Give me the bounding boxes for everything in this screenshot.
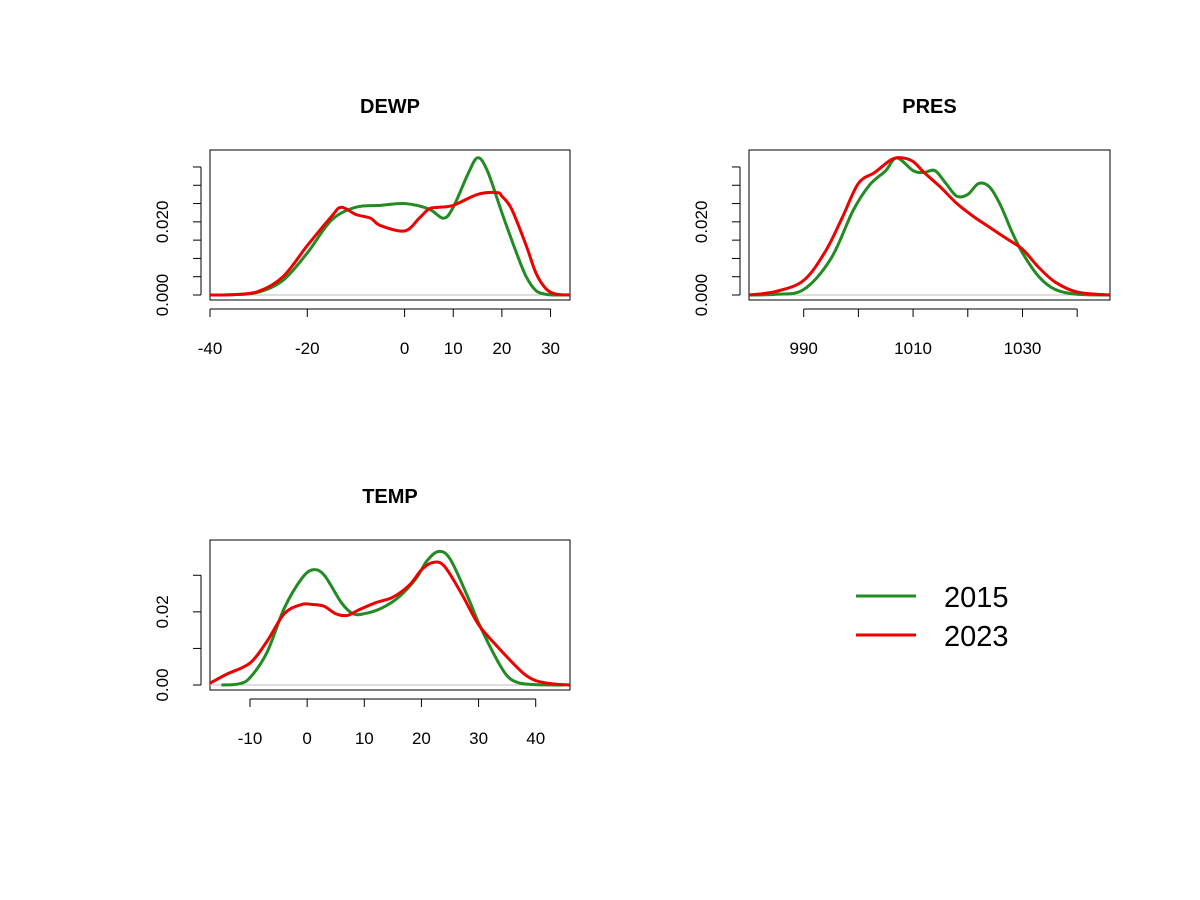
density-line-2015 <box>221 549 565 687</box>
x-tick-label: 20 <box>412 729 431 748</box>
panel-temp: TEMP -10 0 10 20 30 40 0.00 0.02 <box>153 486 571 748</box>
density-line-2023 <box>210 560 570 687</box>
panel-title: DEWP <box>360 96 420 118</box>
legend-label-2023: 2023 <box>944 621 1009 653</box>
density-line-2015 <box>210 156 570 297</box>
legend: 2015 2023 <box>856 582 1009 653</box>
legend-label-2015: 2015 <box>944 582 1009 614</box>
x-tick-label: 990 <box>790 339 818 358</box>
plot-frame <box>209 149 571 301</box>
density-line-2015 <box>749 156 1110 297</box>
panel-title: TEMP <box>362 486 418 508</box>
x-tick-label: 10 <box>355 729 374 748</box>
y-tick-label: 0.000 <box>692 274 711 317</box>
x-tick-label: 1010 <box>894 339 932 358</box>
y-tick-label: 0.00 <box>153 668 172 701</box>
x-tick-label: 1030 <box>1004 339 1042 358</box>
x-tick-label: 0 <box>302 729 311 748</box>
x-tick-label: 40 <box>526 729 545 748</box>
x-tick-label: 20 <box>492 339 511 358</box>
panel-pres: PRES 990 1010 1030 0.000 0.020 <box>692 96 1111 358</box>
y-tick-label: 0.020 <box>153 201 172 244</box>
density-line-2023 <box>210 190 570 297</box>
density-line-2023 <box>749 156 1110 297</box>
panel-title: PRES <box>902 96 956 118</box>
x-tick-label: 30 <box>469 729 488 748</box>
plot-frame <box>748 149 1111 301</box>
x-tick-label: -10 <box>238 729 263 748</box>
x-tick-label: 0 <box>400 339 409 358</box>
y-tick-label: 0.000 <box>153 274 172 317</box>
panel-dewp: DEWP -40 -20 0 10 20 30 0.000 0.020 <box>153 96 571 358</box>
x-tick-label: 30 <box>541 339 560 358</box>
x-tick-label: -40 <box>198 339 223 358</box>
y-tick-label: 0.020 <box>692 201 711 244</box>
x-tick-label: 10 <box>444 339 463 358</box>
y-tick-label: 0.02 <box>153 595 172 628</box>
plot-frame <box>209 539 571 691</box>
x-tick-label: -20 <box>295 339 320 358</box>
